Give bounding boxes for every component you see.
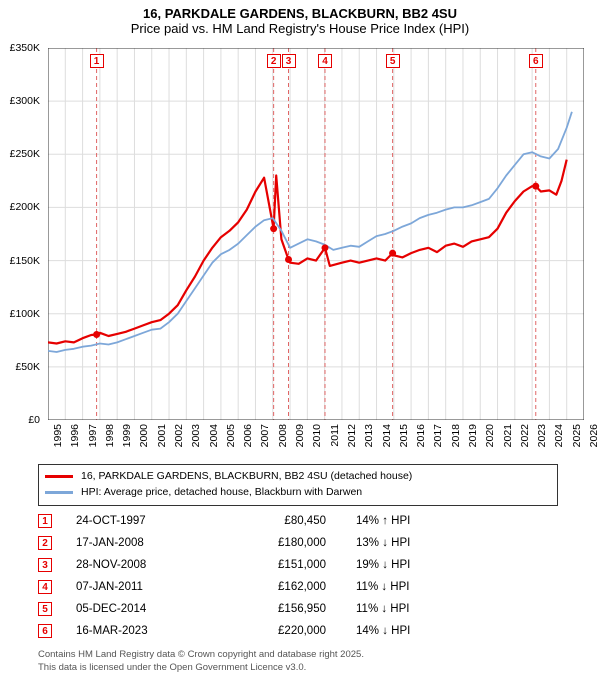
x-tick-label: 2022 (519, 424, 531, 447)
event-price: £151,000 (216, 559, 356, 571)
legend-item: HPI: Average price, detached house, Blac… (45, 485, 551, 501)
title-subtitle: Price paid vs. HM Land Registry's House … (0, 21, 600, 36)
chart-marker: 4 (318, 54, 332, 68)
x-tick-label: 1995 (52, 424, 64, 447)
x-tick-label: 2004 (208, 424, 220, 447)
legend-label: HPI: Average price, detached house, Blac… (81, 485, 362, 501)
x-tick-label: 2025 (571, 424, 583, 447)
event-marker: 4 (38, 580, 52, 594)
footer-text: Contains HM Land Registry data © Crown c… (38, 649, 364, 674)
event-row: 5 05-DEC-2014£156,95011% ↓ HPI (38, 598, 558, 620)
event-date: 28-NOV-2008 (76, 559, 216, 571)
title-block: 16, PARKDALE GARDENS, BLACKBURN, BB2 4SU… (0, 0, 600, 38)
x-tick-label: 2005 (225, 424, 237, 447)
x-tick-label: 2002 (173, 424, 185, 447)
event-delta: 13% ↓ HPI (356, 537, 456, 549)
chart-marker: 6 (529, 54, 543, 68)
x-tick-label: 2006 (242, 424, 254, 447)
event-price: £80,450 (216, 515, 356, 527)
x-axis: 1995 1996 1997 1998 1999 2000 2001 2002 2003 2004… (48, 422, 584, 462)
y-tick-label: £0 (28, 414, 40, 426)
chart-plot-area: 123456 (48, 48, 584, 420)
title-address: 16, PARKDALE GARDENS, BLACKBURN, BB2 4SU (0, 6, 600, 21)
x-tick-label: 2019 (467, 424, 479, 447)
chart-marker: 3 (282, 54, 296, 68)
x-tick-label: 2023 (536, 424, 548, 447)
legend-label: 16, PARKDALE GARDENS, BLACKBURN, BB2 4SU… (81, 469, 412, 485)
chart-marker: 2 (267, 54, 281, 68)
x-tick-label: 2020 (484, 424, 496, 447)
x-tick-label: 1996 (69, 424, 81, 447)
x-tick-label: 2024 (553, 424, 565, 447)
event-row: 1 24-OCT-1997£80,45014% ↑ HPI (38, 510, 558, 532)
x-tick-label: 2014 (381, 424, 393, 447)
x-tick-label: 2017 (432, 424, 444, 447)
chart-container: 16, PARKDALE GARDENS, BLACKBURN, BB2 4SU… (0, 0, 600, 680)
event-delta: 14% ↓ HPI (356, 625, 456, 637)
event-date: 24-OCT-1997 (76, 515, 216, 527)
y-tick-label: £250K (10, 148, 40, 160)
event-row: 6 16-MAR-2023£220,00014% ↓ HPI (38, 620, 558, 642)
x-tick-label: 2009 (294, 424, 306, 447)
event-date: 05-DEC-2014 (76, 603, 216, 615)
x-tick-label: 2018 (450, 424, 462, 447)
event-price: £162,000 (216, 581, 356, 593)
y-axis: £0£50K£100K£150K£200K£250K£300K£350K (0, 48, 44, 420)
event-marker: 5 (38, 602, 52, 616)
x-tick-label: 2010 (311, 424, 323, 447)
x-tick-label: 2000 (138, 424, 150, 447)
x-tick-label: 2015 (398, 424, 410, 447)
event-delta: 11% ↓ HPI (356, 581, 456, 593)
event-price: £220,000 (216, 625, 356, 637)
event-date: 17-JAN-2008 (76, 537, 216, 549)
x-tick-label: 1997 (87, 424, 99, 447)
y-tick-label: £350K (10, 42, 40, 54)
event-price: £156,950 (216, 603, 356, 615)
legend-swatch (45, 475, 73, 478)
x-tick-label: 2008 (277, 424, 289, 447)
event-date: 07-JAN-2011 (76, 581, 216, 593)
event-delta: 19% ↓ HPI (356, 559, 456, 571)
event-marker: 6 (38, 624, 52, 638)
legend-item: 16, PARKDALE GARDENS, BLACKBURN, BB2 4SU… (45, 469, 551, 485)
legend-swatch (45, 491, 73, 494)
x-tick-label: 2021 (502, 424, 514, 447)
event-price: £180,000 (216, 537, 356, 549)
x-tick-label: 1999 (121, 424, 133, 447)
event-marker: 2 (38, 536, 52, 550)
chart-svg (48, 48, 584, 420)
x-tick-label: 2026 (588, 424, 600, 447)
chart-marker: 1 (90, 54, 104, 68)
x-tick-label: 2016 (415, 424, 427, 447)
y-tick-label: £150K (10, 255, 40, 267)
chart-marker: 5 (386, 54, 400, 68)
event-marker: 3 (38, 558, 52, 572)
event-delta: 14% ↑ HPI (356, 515, 456, 527)
x-tick-label: 2013 (363, 424, 375, 447)
x-tick-label: 1998 (104, 424, 116, 447)
y-tick-label: £100K (10, 308, 40, 320)
events-table: 1 24-OCT-1997£80,45014% ↑ HPI 2 17-JAN-2008… (38, 510, 558, 642)
legend: 16, PARKDALE GARDENS, BLACKBURN, BB2 4SU… (38, 464, 558, 506)
x-tick-label: 2007 (259, 424, 271, 447)
footer-line2: This data is licensed under the Open Gov… (38, 662, 364, 674)
y-tick-label: £50K (15, 361, 40, 373)
x-tick-label: 2001 (156, 424, 168, 447)
event-row: 3 28-NOV-2008£151,00019% ↓ HPI (38, 554, 558, 576)
y-tick-label: £200K (10, 201, 40, 213)
event-delta: 11% ↓ HPI (356, 603, 456, 615)
event-date: 16-MAR-2023 (76, 625, 216, 637)
x-tick-label: 2011 (329, 424, 341, 447)
x-tick-label: 2012 (346, 424, 358, 447)
y-tick-label: £300K (10, 95, 40, 107)
event-row: 4 07-JAN-2011£162,00011% ↓ HPI (38, 576, 558, 598)
footer-line1: Contains HM Land Registry data © Crown c… (38, 649, 364, 661)
x-tick-label: 2003 (190, 424, 202, 447)
event-row: 2 17-JAN-2008£180,00013% ↓ HPI (38, 532, 558, 554)
event-marker: 1 (38, 514, 52, 528)
